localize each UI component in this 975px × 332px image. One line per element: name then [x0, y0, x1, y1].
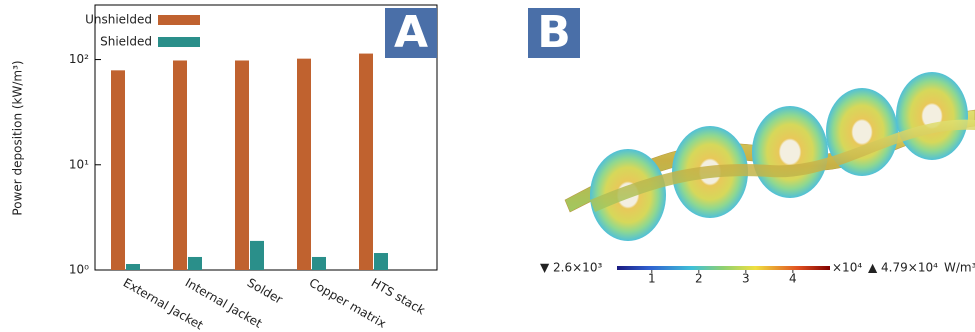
legend-swatch — [158, 15, 200, 25]
panel-letter: B — [537, 7, 571, 58]
bar — [188, 257, 202, 270]
y-tick-label: 10⁰ — [69, 263, 89, 277]
colorbar — [617, 266, 830, 270]
colorbar-min: ▼ 2.6×10³ — [540, 261, 602, 275]
x-tick-label: HTS stack — [369, 276, 428, 318]
bar — [111, 70, 125, 270]
legend-label: Unshielded — [85, 13, 152, 27]
colorbar-unit: W/m³ — [944, 261, 975, 275]
colorbar-tick-label: 3 — [742, 272, 750, 286]
legend-label: Shielded — [100, 35, 152, 49]
y-axis-label: Power deposition (kW/m³) — [11, 60, 25, 215]
bar — [235, 60, 249, 270]
colorbar-tick-label: 2 — [695, 272, 703, 286]
figure: 10⁰10¹10²Power deposition (kW/m³)Externa… — [0, 0, 975, 332]
x-tick-label: Solder — [245, 276, 285, 307]
colorbar-multiplier: ×10⁴ — [832, 261, 862, 275]
bar — [126, 264, 140, 270]
colorbar-tick-label: 1 — [648, 272, 656, 286]
y-tick-label: 10² — [69, 52, 89, 66]
colorbar-tick-label: 4 — [789, 272, 797, 286]
bar — [173, 60, 187, 270]
bar — [359, 54, 373, 270]
legend-swatch — [158, 37, 200, 47]
colorbar-max: ▲ 4.79×10⁴ — [868, 261, 938, 275]
bar — [297, 59, 311, 270]
simulation-render — [565, 72, 975, 241]
bar — [312, 257, 326, 270]
bar — [374, 253, 388, 270]
bar — [250, 241, 264, 270]
page: 10⁰10¹10²Power deposition (kW/m³)Externa… — [0, 0, 975, 332]
y-tick-label: 10¹ — [69, 157, 89, 171]
panel-letter: A — [394, 7, 428, 58]
